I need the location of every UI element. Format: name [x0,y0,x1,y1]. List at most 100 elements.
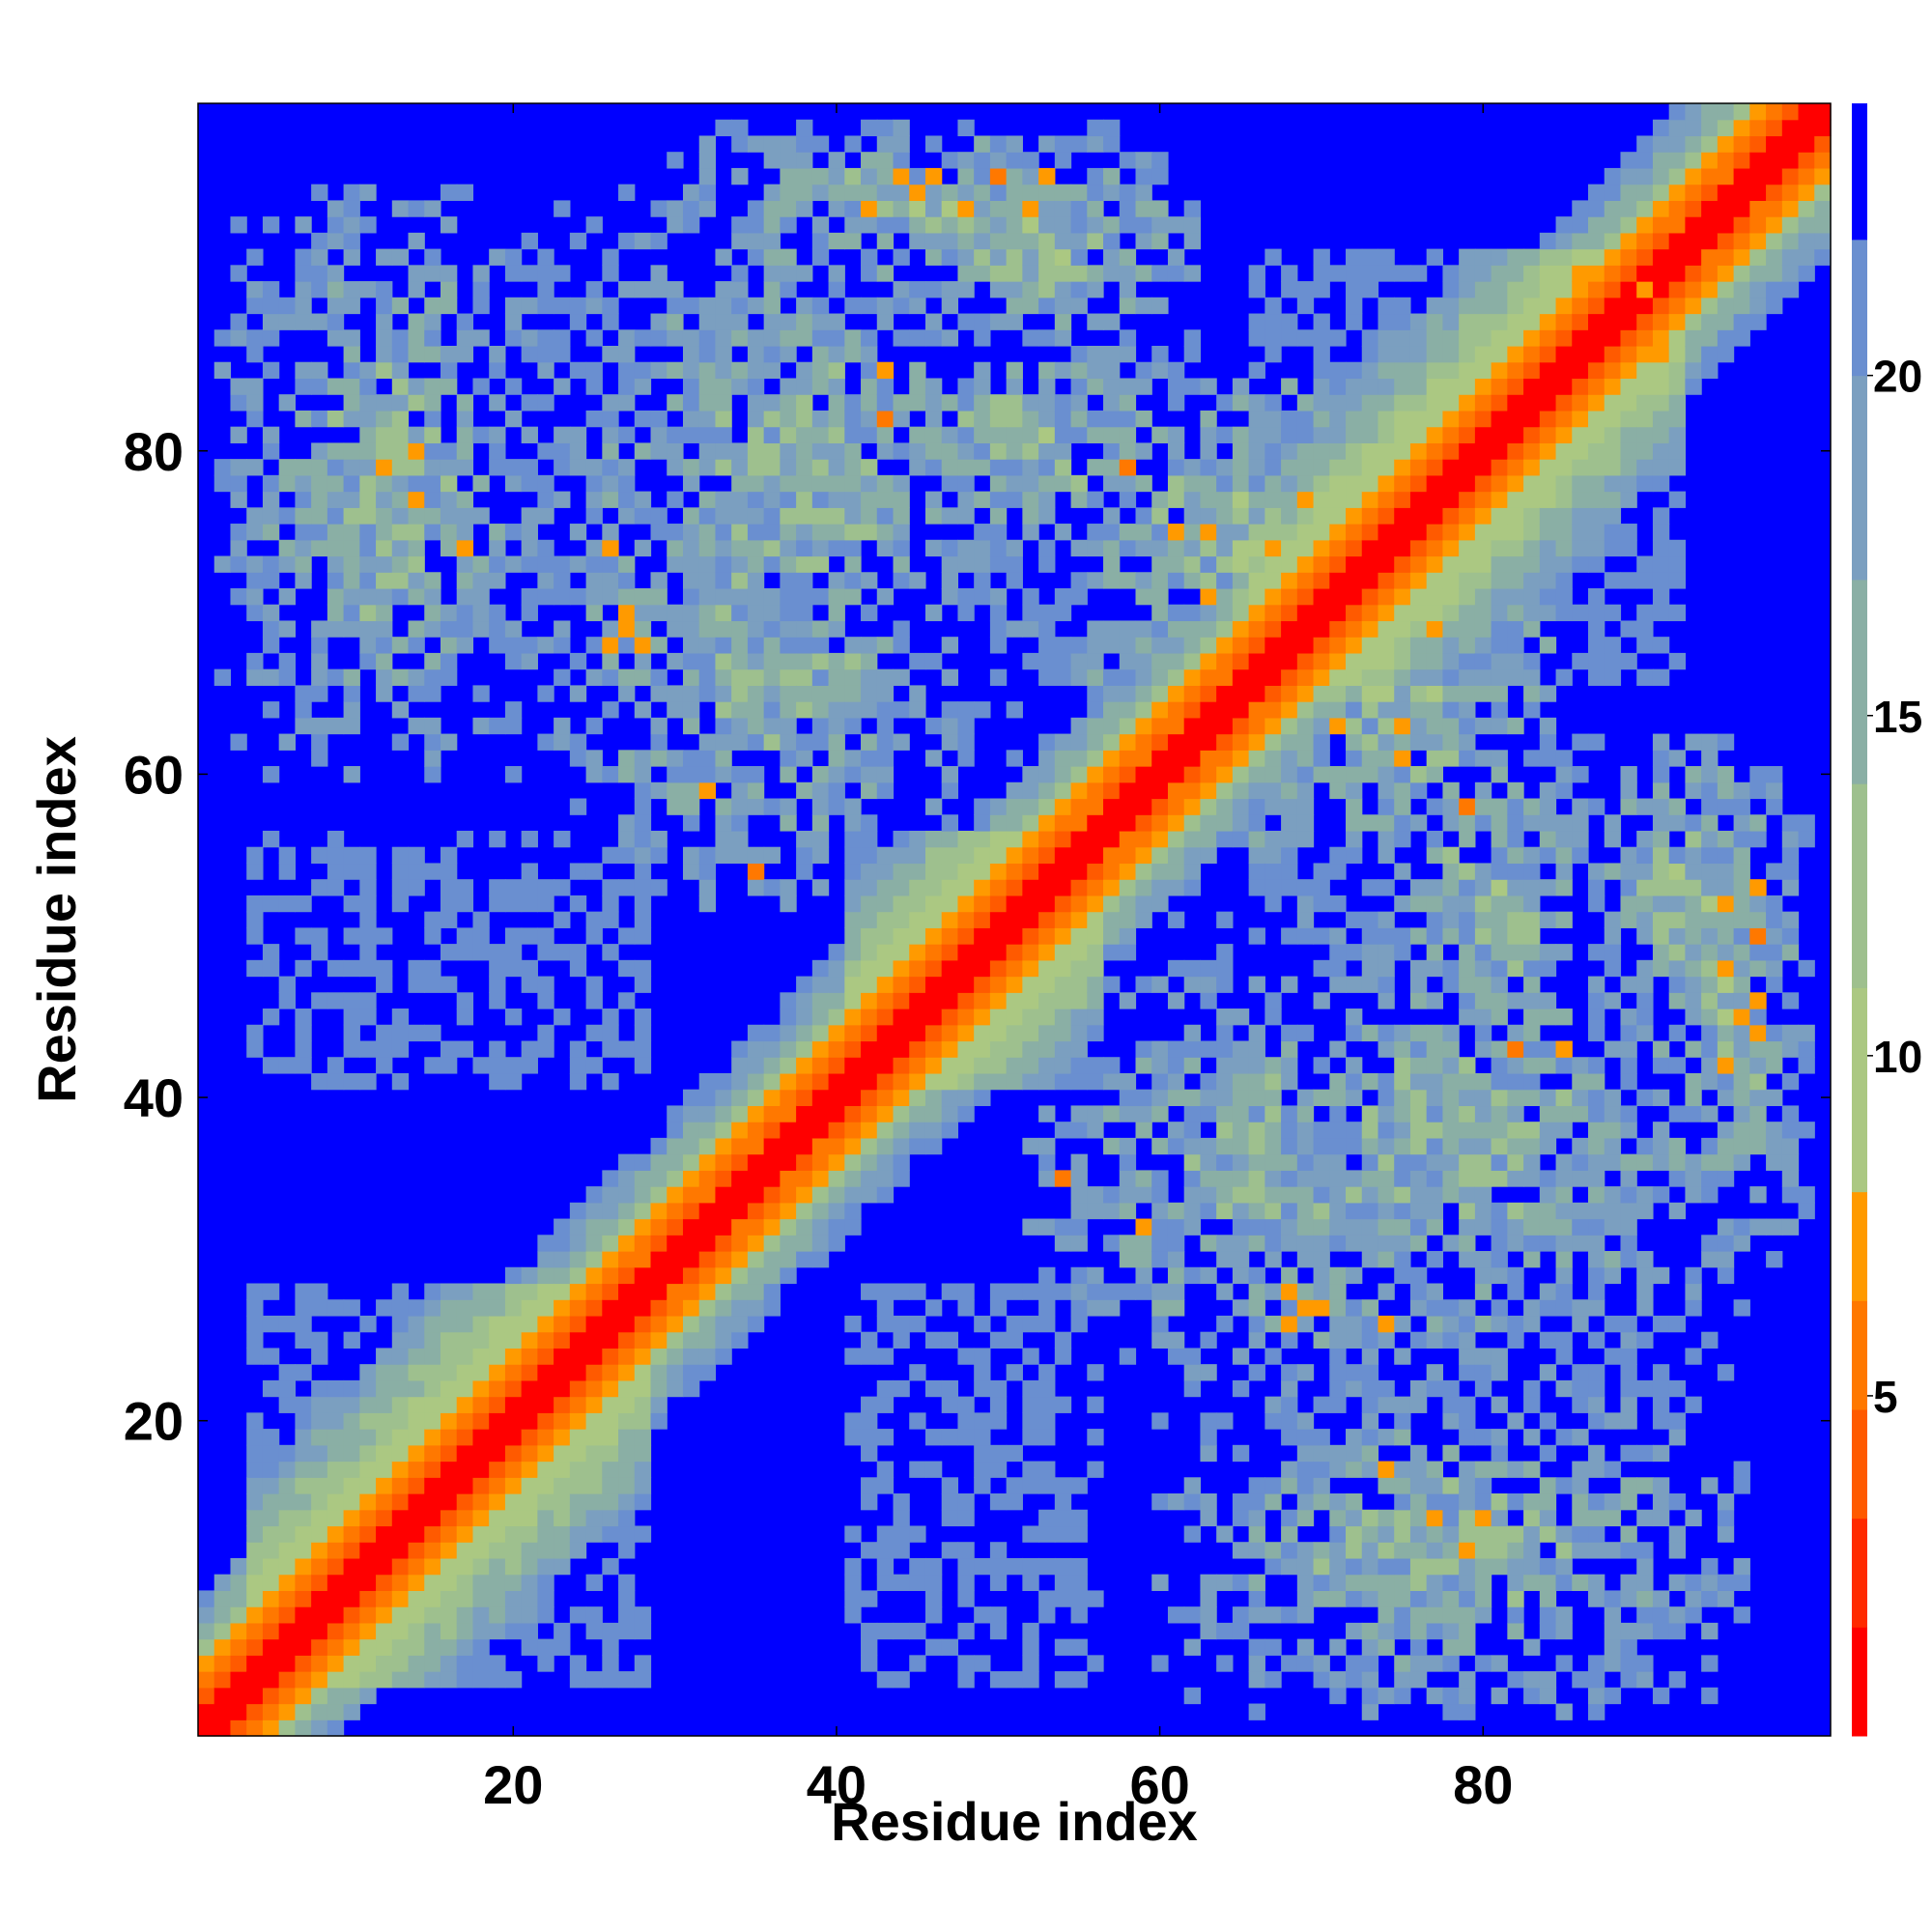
heatmap-cell [1087,184,1104,201]
heatmap-cell [456,345,474,363]
heatmap-cell [1378,701,1395,719]
heatmap-cell [1103,394,1121,412]
heatmap-cell [682,1251,700,1268]
heatmap-cell [974,572,991,589]
heatmap-cell [650,637,668,654]
heatmap-cell [1296,1542,1315,1559]
heatmap-cell [1216,830,1234,848]
heatmap-cell [974,1057,991,1074]
heatmap-cell [1054,911,1072,928]
heatmap-cell [1070,1266,1088,1285]
heatmap-cell [780,1089,797,1107]
heatmap-cell [1572,216,1589,234]
heatmap-cell [1523,1235,1541,1252]
heatmap-cell [1087,879,1104,896]
heatmap-cell [537,1461,554,1478]
heatmap-cell [747,1202,765,1220]
heatmap-cell [618,879,636,896]
heatmap-cell [246,1638,264,1656]
heatmap-cell [1426,1493,1444,1511]
heatmap-cell [747,345,765,363]
heatmap-cell [1572,1105,1589,1122]
heatmap-cell [1361,976,1379,993]
heatmap-cell [1572,1396,1589,1413]
heatmap-cell [1346,394,1363,412]
heatmap-cell [1281,281,1298,298]
heatmap-cell [1426,1655,1444,1672]
heatmap-cell [780,491,797,508]
heatmap-cell [989,830,1008,848]
heatmap-cell [1022,1525,1039,1543]
heatmap-cell [343,378,360,395]
heatmap-cell [618,361,636,380]
heatmap-cell [1054,1072,1072,1091]
heatmap-cell [1346,1542,1363,1559]
heatmap-cell [924,1590,943,1607]
heatmap-cell [504,1396,523,1413]
heatmap-cell [1474,1122,1492,1139]
heatmap-cell [1378,1122,1395,1139]
heatmap-cell [861,1170,878,1187]
heatmap-cell [1264,1137,1282,1155]
heatmap-cell [1539,1040,1557,1058]
heatmap-cell [1361,459,1379,476]
heatmap-cell [1200,1040,1217,1058]
heatmap-cell [343,459,360,476]
heatmap-cell [1038,410,1056,428]
heatmap-cell [1281,766,1298,783]
heatmap-cell [1426,1170,1444,1187]
heatmap-cell [828,459,845,476]
heatmap-cell [811,555,830,573]
heatmap-cell [650,1315,668,1333]
heatmap-cell [618,1315,636,1333]
heatmap-cell [295,1444,312,1463]
heatmap-cell [1523,1218,1541,1236]
heatmap-cell [763,491,781,508]
heatmap-cell [1361,1186,1379,1204]
heatmap-cell [1426,701,1444,719]
heatmap-cell [780,216,797,234]
heatmap-cell [1038,1412,1056,1430]
heatmap-cell [1409,685,1428,702]
heatmap-cell [1426,426,1444,443]
heatmap-cell [1232,1379,1250,1398]
heatmap-cell [1442,459,1460,476]
heatmap-cell [295,1638,312,1656]
heatmap-cell [1491,442,1508,460]
heatmap-cell [989,555,1008,573]
heatmap-cell [1378,1218,1395,1236]
heatmap-cell [876,1542,895,1559]
heatmap-cell [1070,232,1088,250]
heatmap-cell [1167,701,1185,719]
heatmap-cell [1232,830,1250,848]
heatmap-cell [1507,442,1524,460]
heatmap-cell [230,1719,247,1737]
heatmap-cell [747,459,765,476]
heatmap-cell [1151,750,1169,767]
heatmap-cell [1491,1461,1508,1478]
heatmap-cell [602,944,619,961]
heatmap-cell [1313,1089,1330,1107]
heatmap-cell [1442,1557,1460,1576]
heatmap-cell [424,459,441,476]
heatmap-cell [780,248,797,266]
heatmap-cell [1281,1283,1298,1300]
heatmap-cell [1539,1089,1557,1107]
heatmap-cell [1378,1379,1395,1398]
heatmap-cell [246,1283,264,1300]
heatmap-cell [1248,1477,1265,1494]
heatmap-cell [909,846,926,865]
heatmap-cell [1378,668,1395,686]
heatmap-cell [876,313,895,330]
heatmap-cell [731,572,749,589]
heatmap-cell [424,1671,441,1689]
heatmap-cell [1409,1186,1428,1204]
heatmap-cell [876,766,895,783]
heatmap-cell [1523,572,1541,589]
heatmap-cell [861,1493,878,1511]
heatmap-cell [1539,539,1557,557]
heatmap-cell [359,572,377,589]
heatmap-cell [1183,200,1202,217]
heatmap-cell [424,248,441,266]
heatmap-cell [521,555,538,573]
